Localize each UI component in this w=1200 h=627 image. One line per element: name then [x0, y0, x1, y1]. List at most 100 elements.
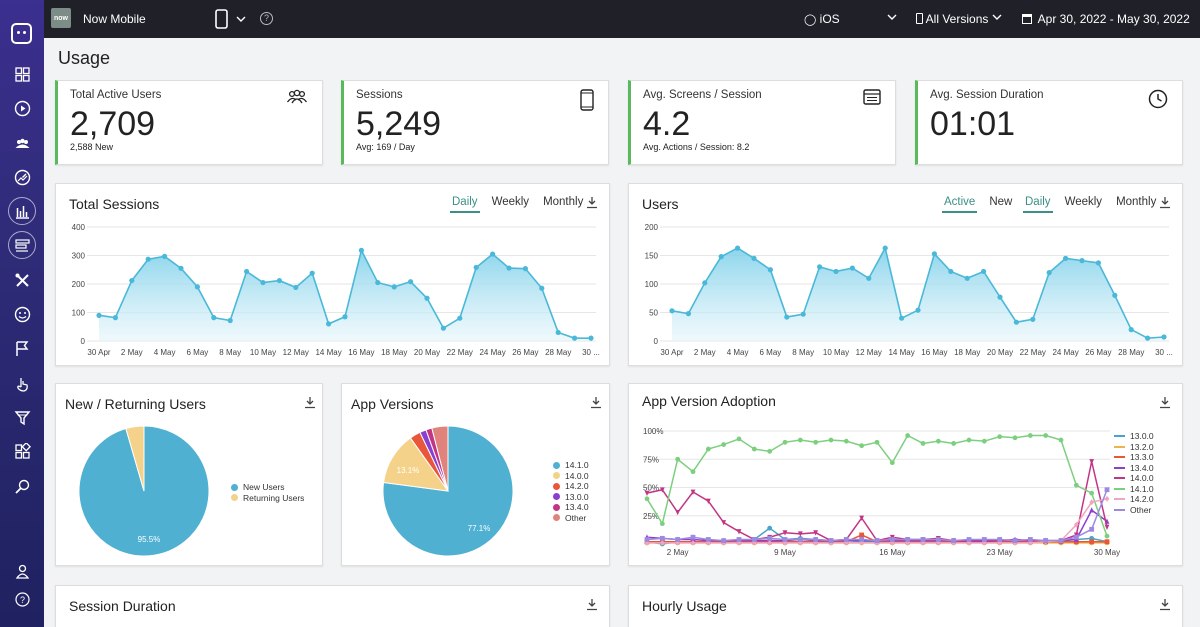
panel-title: App Version Adoption	[642, 393, 776, 409]
data-point	[1012, 538, 1018, 544]
data-point	[1104, 533, 1110, 539]
data-point	[1161, 334, 1167, 340]
y-tick-label: 200	[72, 280, 86, 289]
stat-label: Sessions	[356, 89, 403, 101]
data-point	[751, 446, 757, 452]
tab-active[interactable]: Active	[942, 196, 978, 213]
tab-weekly[interactable]: Weekly	[1064, 196, 1103, 208]
data-point	[859, 537, 865, 542]
download-icon[interactable]	[590, 396, 602, 409]
x-tick-label: 10 May	[823, 348, 849, 357]
legend-item[interactable]: 14.0.0	[553, 471, 589, 482]
apple-icon: ◯	[804, 14, 817, 26]
sidebar-item-play[interactable]	[8, 94, 36, 122]
legend-item[interactable]: 13.0.0	[1114, 431, 1154, 442]
tab-monthly[interactable]: Monthly	[543, 196, 584, 208]
sidebar-item-funnel[interactable]	[8, 403, 36, 431]
sidebar-item-bar-chart[interactable]	[8, 197, 36, 225]
legend-item[interactable]: 14.1.0	[553, 460, 589, 471]
legend-item[interactable]: 13.3.0	[1114, 452, 1154, 463]
data-point	[797, 531, 803, 537]
app-name[interactable]: Now Mobile	[83, 12, 146, 26]
sidebar-item-pointer[interactable]	[8, 369, 36, 397]
legend-item[interactable]: Other	[553, 513, 589, 524]
legend-swatch	[1114, 456, 1125, 459]
funnel-icon	[14, 410, 30, 425]
legend-item[interactable]: 14.2.0	[1114, 494, 1154, 505]
legend-item[interactable]: New Users	[231, 482, 304, 493]
data-point	[506, 265, 512, 271]
stat-label: Total Active Users	[70, 89, 162, 101]
legend-item[interactable]: Returning Users	[231, 493, 304, 504]
data-point	[260, 279, 266, 286]
sidebar-item-users[interactable]	[8, 129, 36, 157]
data-point	[784, 314, 790, 320]
tab-weekly[interactable]: Weekly	[491, 196, 530, 208]
version-selector[interactable]: All Versions	[916, 12, 988, 26]
x-tick-label: 2 May	[121, 348, 143, 357]
download-icon[interactable]	[586, 598, 598, 611]
legend-item[interactable]: Other	[1114, 505, 1154, 516]
versions-chevron-down-icon[interactable]	[992, 13, 1002, 21]
legend-item[interactable]: 13.4.0	[553, 502, 589, 513]
users-panel: Users Active New Daily Weekly Monthly 0 5…	[628, 183, 1183, 366]
date-range-picker[interactable]: Apr 30, 2022 - May 30, 2022	[1022, 12, 1190, 26]
legend-item[interactable]: 13.0.0	[553, 492, 589, 503]
series-line	[647, 498, 1108, 544]
download-icon[interactable]	[1159, 196, 1171, 209]
app-logo-icon[interactable]	[11, 23, 32, 44]
app-logo[interactable]: now	[51, 8, 71, 28]
y-tick-label: 25%	[643, 512, 659, 521]
panel-title: Users	[642, 196, 679, 212]
sidebar-item-flag[interactable]	[8, 334, 36, 362]
sidebar-item-grid[interactable]	[8, 60, 36, 88]
data-point	[859, 532, 865, 538]
sidebar-item-smiley[interactable]	[8, 300, 36, 328]
legend-swatch	[1114, 487, 1125, 490]
help-icon[interactable]: ?	[260, 12, 273, 25]
data-point	[145, 256, 151, 262]
data-point	[644, 490, 650, 497]
sidebar-item-widgets[interactable]	[8, 437, 36, 465]
tab-daily[interactable]: Daily	[1023, 196, 1053, 213]
data-point	[675, 509, 681, 516]
download-icon[interactable]	[586, 196, 598, 209]
series-area	[99, 250, 591, 341]
tab-daily[interactable]: Daily	[450, 196, 480, 213]
os-chevron-down-icon[interactable]	[887, 13, 897, 21]
data-point	[1145, 335, 1151, 341]
tab-monthly[interactable]: Monthly	[1116, 196, 1157, 208]
help-icon: ?	[14, 591, 30, 607]
data-point	[1104, 487, 1110, 493]
legend-label: 14.2.0	[565, 481, 589, 492]
tab-new[interactable]: New	[989, 196, 1013, 208]
os-selector[interactable]: ◯ iOS	[804, 12, 840, 26]
legend-swatch	[1114, 498, 1125, 501]
legend-item[interactable]: 14.2.0	[553, 481, 589, 492]
legend-item[interactable]: 13.4.0	[1114, 463, 1154, 474]
legend-item[interactable]: 14.1.0	[1114, 484, 1154, 495]
data-point	[440, 325, 446, 331]
legend-item[interactable]: 14.0.0	[1114, 473, 1154, 484]
sidebar-item-list[interactable]	[8, 231, 36, 259]
sidebar-item-user[interactable]	[8, 557, 36, 585]
sidebar-item-help[interactable]: ?	[8, 585, 36, 613]
legend-item[interactable]: 13.2.0	[1114, 442, 1154, 453]
device-selector[interactable]	[215, 9, 249, 34]
download-icon[interactable]	[1159, 598, 1171, 611]
data-point	[833, 268, 839, 275]
series-line	[646, 489, 1108, 542]
legend-swatch	[553, 514, 560, 522]
sidebar-item-search-key[interactable]	[8, 472, 36, 500]
stat-card-active-users: Total Active Users 2,709 2,588 New	[55, 80, 323, 165]
download-icon[interactable]	[1159, 396, 1171, 409]
stat-sub: 2,588 New	[70, 142, 114, 152]
legend-label: 14.1.0	[565, 460, 589, 471]
sidebar-item-gauge[interactable]	[8, 163, 36, 191]
download-icon[interactable]	[304, 396, 316, 409]
pie-legend: New Users Returning Users	[231, 482, 304, 503]
legend-swatch	[553, 461, 560, 469]
x-tick-label: 30 May	[1094, 548, 1120, 557]
sidebar-item-tools[interactable]	[8, 266, 36, 294]
data-point	[659, 521, 665, 527]
